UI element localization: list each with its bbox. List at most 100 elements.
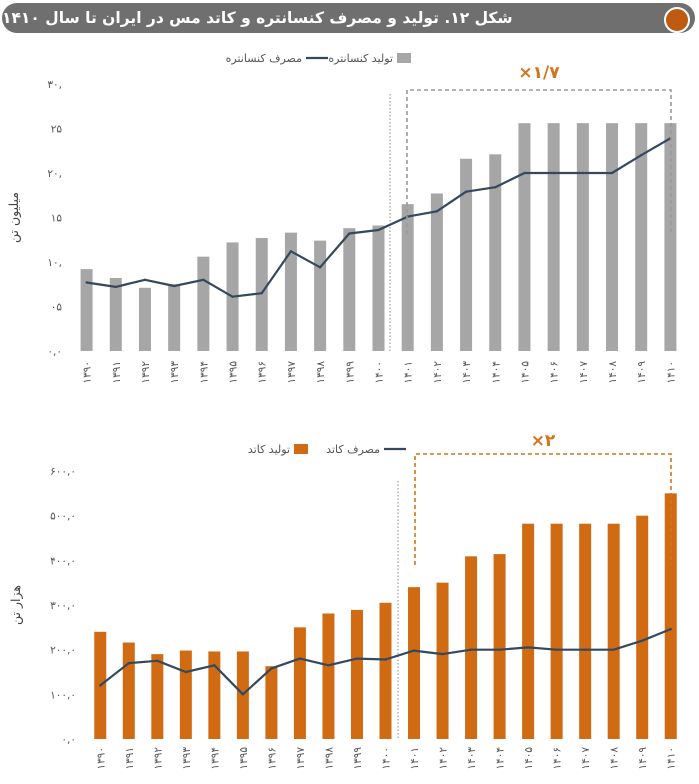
point-مصرف کاتد-۱۳۹۹ [355, 657, 359, 660]
x-tick-label: ۱۴۰۴ [495, 747, 507, 770]
legend-label-bar: تولید کنسانتره [328, 52, 393, 65]
growth-multiplier: ×۲ [531, 431, 556, 451]
cathode-chart: ۰,۰ ۱۰۰,۰ ۲۰۰,۰ ۳۰۰,۰ ۴۰۰,۰ ۵۰۰,۰ ۶۰۰,۰ هزار تن… [8, 431, 678, 770]
point-مصرف کنسانتره-۱۴۰۴ [494, 186, 497, 189]
y-tick-label: ۰۵ [51, 302, 63, 314]
bar-تولید کنسانتره-۱۴۰۳ [460, 158, 473, 351]
point-مصرف کنسانتره-۱۴۰۵ [523, 171, 526, 175]
bar-تولید کنسانتره-۱۳۹۱ [109, 278, 122, 351]
x-tick-label: ۱۴۰۸ [609, 747, 621, 770]
point-مصرف کاتد-۱۳۹۸ [327, 664, 330, 667]
bar-تولید کنسانتره-۱۴۰۷ [576, 123, 589, 351]
point-مصرف کنسانتره-۱۴۰۳ [464, 190, 468, 193]
bar-تولید کنسانتره-۱۴۰۱ [401, 204, 414, 351]
x-tick-label: ۱۳۹۳ [169, 361, 181, 384]
bar-تولید کنسانتره-۱۴۰۸ [606, 123, 619, 351]
point-مصرف کنسانتره-۱۳۹۰ [85, 281, 88, 284]
legend-swatch-bar [397, 53, 411, 63]
point-مصرف کاتد-۱۳۹۱ [127, 661, 130, 665]
x-tick-label: ۱۳۹۲ [152, 747, 164, 770]
bar-تولید کاتد-۱۴۱۰ [664, 493, 677, 739]
x-tick-label: ۱۳۹۰ [82, 361, 94, 384]
bar-تولید کاتد-۱۳۹۳ [179, 650, 192, 739]
y-tick-label: ۴۰۰,۰ [50, 555, 76, 567]
bar-تولید کاتد-۱۴۰۵ [522, 523, 535, 739]
point-مصرف کنسانتره-۱۳۹۶ [260, 291, 263, 295]
bar-تولید کنسانتره-۱۳۹۳ [168, 284, 181, 351]
bar-تولید کاتد-۱۳۹۷ [293, 627, 306, 739]
x-tick-label: ۱۴۰۱ [403, 361, 415, 384]
x-tick-label: ۱۴۰۰ [374, 361, 386, 384]
x-tick-label: ۱۳۹۷ [286, 361, 298, 384]
x-tick-label: ۱۴۰۲ [438, 747, 450, 770]
x-tick-label: ۱۳۹۶ [257, 361, 269, 384]
x-tick-label: ۱۴۰۵ [523, 747, 535, 770]
y-tick-label: ۲۰, [47, 168, 62, 180]
bar-تولید کنسانتره-۱۳۹۸ [314, 240, 327, 351]
point-مصرف کاتد-۱۴۰۶ [555, 648, 558, 651]
point-مصرف کاتد-۱۳۹۲ [156, 659, 159, 663]
x-tick-label: ۱۴۰۶ [552, 747, 564, 770]
concentrate-chart: ۰,۰ ۰۵ ۱۰, ۱۵ ۲۰, ۲۵ ۳۰, میلیون تن ۱۳۹۰ ۱۳۹۱ ۱۳۹۲ ۱… [6, 52, 677, 384]
point-مصرف کاتد-۱۳۹۷ [298, 657, 302, 660]
figure-title-bar: شکل ۱۲. تولید و مصرف کنسانتره و کاتد مس … [2, 3, 695, 33]
bar-تولید کنسانتره-۱۴۰۲ [430, 193, 443, 351]
point-مصرف کنسانتره-۱۳۹۷ [289, 250, 293, 253]
x-tick-label: ۱۳۹۹ [344, 361, 356, 384]
bar-تولید کنسانتره-۱۳۹۷ [284, 232, 297, 351]
growth-multiplier: ×۱/۷ [518, 63, 560, 83]
x-tick-label: ۱۴۰۳ [466, 747, 478, 770]
x-tick-label: ۱۴۱۰ [665, 361, 677, 384]
bar-تولید کاتد-۱۴۰۳ [465, 556, 478, 739]
bar-تولید کنسانتره-۱۳۹۶ [255, 237, 268, 351]
bar-تولید کاتد-۱۳۹۱ [122, 642, 135, 739]
growth-bracket [414, 453, 672, 565]
bar-تولید کاتد-۱۴۰۶ [550, 523, 563, 739]
y-tick-label: ۶۰۰,۰ [50, 466, 76, 478]
point-مصرف کاتد-۱۴۰۲ [441, 652, 444, 656]
y-tick-label: ۳۰, [47, 79, 62, 91]
bar-تولید کاتد-۱۴۰۸ [607, 523, 620, 739]
bar-تولید کنسانتره-۱۳۹۲ [138, 287, 151, 351]
bar-تولید کنسانتره-۱۳۹۴ [197, 256, 210, 351]
x-tick-label: ۱۳۹۴ [209, 747, 221, 770]
point-مصرف کاتد-۱۴۰۸ [612, 648, 615, 651]
y-tick-label: ۲۵ [51, 124, 63, 136]
bar-تولید کاتد-۱۳۹۸ [322, 613, 335, 739]
figure-title: شکل ۱۲. تولید و مصرف کنسانتره و کاتد مس … [2, 9, 513, 27]
bar-تولید کنسانتره-۱۳۹۰ [80, 269, 93, 351]
x-tick-label: ۱۳۹۰ [95, 747, 107, 770]
point-مصرف کاتد-۱۴۰۳ [469, 648, 473, 651]
x-tick-label: ۱۴۰۷ [580, 747, 592, 770]
x-tick-label: ۱۳۹۵ [238, 747, 250, 770]
point-مصرف کنسانتره-۱۴۰۷ [581, 171, 585, 175]
point-مصرف کنسانتره-۱۳۹۵ [231, 295, 234, 298]
y-axis-label: هزار تن [8, 585, 24, 625]
bar-تولید کنسانتره-۱۴۰۶ [547, 123, 560, 351]
x-tick-label: ۱۴۰۲ [432, 361, 444, 384]
bar-تولید کاتد-۱۳۹۴ [208, 651, 221, 739]
y-tick-label: ۰,۰ [47, 346, 62, 358]
y-tick-label: ۱۰۰,۰ [50, 689, 76, 701]
point-مصرف کاتد-۱۳۹۳ [184, 670, 188, 674]
point-مصرف کنسانتره-۱۴۰۲ [435, 210, 439, 213]
point-مصرف کنسانتره-۱۳۹۱ [114, 285, 117, 289]
point-مصرف کنسانتره-۱۴۰۹ [640, 154, 643, 157]
x-tick-label: ۱۴۰۶ [549, 361, 561, 384]
x-tick-label: ۱۴۱۰ [666, 747, 678, 770]
x-tick-label: ۱۳۹۱ [111, 361, 123, 384]
y-tick-label: ۱۰, [47, 257, 62, 269]
x-tick-label: ۱۴۰۷ [578, 361, 590, 384]
bar-تولید کاتد-۱۴۰۹ [636, 515, 649, 739]
point-مصرف کاتد-۱۴۰۷ [583, 648, 587, 651]
y-tick-label: ۱۵ [51, 213, 63, 225]
x-tick-label: ۱۳۹۸ [323, 747, 335, 770]
point-مصرف کنسانتره-۱۳۹۴ [202, 278, 205, 281]
point-مصرف کاتد-۱۳۹۶ [270, 667, 273, 670]
point-مصرف کنسانتره-۱۳۹۸ [318, 266, 322, 269]
point-مصرف کاتد-۱۴۰۱ [412, 649, 416, 652]
legend-label-bar: تولید کاتد [248, 443, 290, 456]
bar-تولید کاتد-۱۴۰۴ [493, 554, 506, 739]
y-tick-label: ۰,۰ [61, 734, 76, 746]
bar-تولید کاتد-۱۴۰۷ [579, 523, 592, 739]
